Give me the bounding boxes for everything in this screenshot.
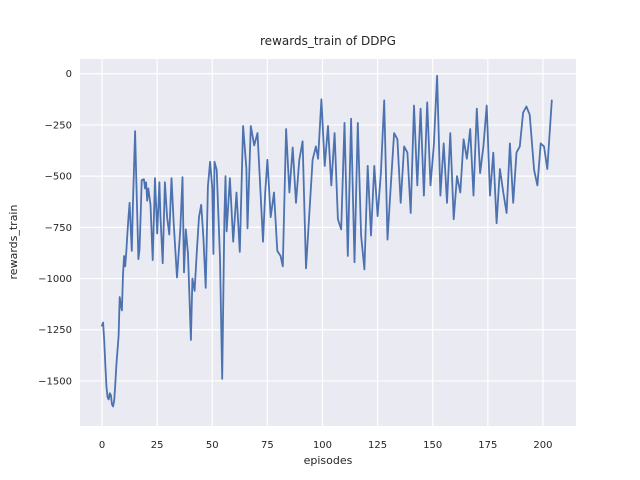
x-axis-label: episodes	[304, 454, 353, 467]
chart-title: rewards_train of DDPG	[260, 34, 396, 48]
x-tick-label: 125	[368, 440, 387, 451]
y-tick-label: −750	[45, 223, 72, 234]
y-tick-label: −500	[45, 172, 72, 183]
y-tick-label: −1000	[38, 274, 72, 285]
y-tick-label: −1500	[38, 376, 72, 387]
x-tick-labels: 0 25 50 75 100 125 150 175 200	[99, 440, 553, 451]
axes-background	[80, 59, 576, 426]
x-tick-label: 200	[533, 440, 552, 451]
x-tick-label: 25	[151, 440, 164, 451]
y-tick-label: −250	[45, 120, 72, 131]
x-tick-label: 75	[261, 440, 274, 451]
y-tick-label: −1250	[38, 325, 72, 336]
y-axis-label: rewards_train	[7, 205, 20, 280]
x-tick-label: 0	[99, 440, 105, 451]
x-tick-label: 50	[206, 440, 219, 451]
series-line	[101, 74, 553, 408]
y-tick-label: 0	[66, 69, 72, 80]
x-tick-label: 100	[313, 440, 332, 451]
x-tick-label: 175	[478, 440, 497, 451]
gridlines	[80, 59, 576, 426]
x-tick-label: 150	[423, 440, 442, 451]
y-tick-labels: 0 −250 −500 −750 −1000 −1250 −1500	[38, 69, 72, 387]
